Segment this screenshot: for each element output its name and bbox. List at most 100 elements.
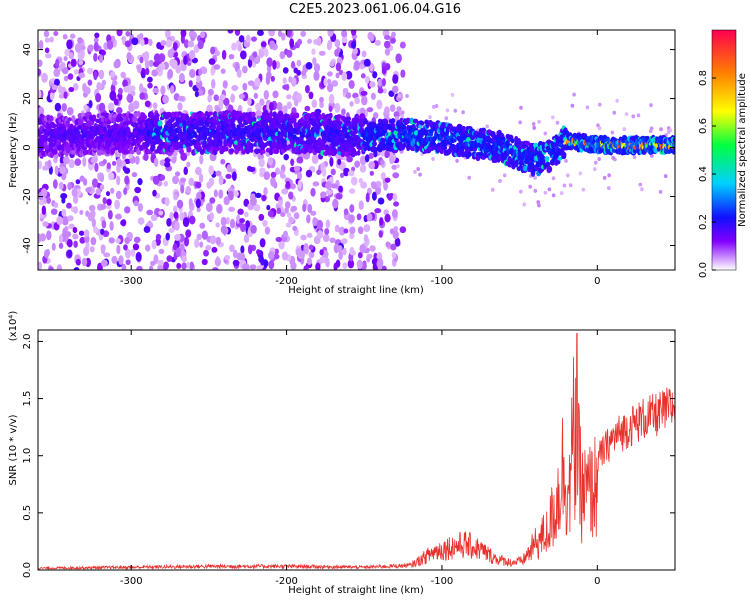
heatmap-cell (363, 224, 371, 233)
heatmap-cell (91, 114, 97, 121)
heatmap-cell (356, 213, 362, 221)
heatmap-cell (73, 69, 79, 75)
heatmap-cell (333, 262, 338, 270)
heatmap-cell (252, 51, 258, 58)
heatmap-cell (139, 56, 144, 64)
heatmap-cell (138, 135, 144, 142)
heatmap-cell (254, 192, 262, 198)
heatmap-cell (109, 90, 117, 101)
heatmap-cell (157, 259, 164, 266)
heatmap-cell (293, 165, 301, 172)
heatmap-cell (649, 103, 653, 108)
heatmap-cell (502, 173, 507, 178)
heatmap-cell (262, 219, 268, 227)
heatmap-cell (93, 53, 98, 62)
heatmap-cell (622, 127, 627, 132)
heatmap-cell (43, 249, 50, 259)
heatmap-cell (268, 260, 275, 270)
heatmap-cell (133, 236, 141, 244)
heatmap-cell (163, 261, 170, 270)
heatmap-cell (555, 120, 560, 125)
heatmap-cell (327, 39, 333, 50)
heatmap-cell (261, 194, 267, 202)
heatmap-cell (98, 69, 105, 80)
heatmap-cell (68, 159, 75, 169)
heatmap-cell (328, 105, 333, 112)
heatmap-cell (333, 148, 338, 155)
heatmap-cell (551, 147, 556, 153)
heatmap-cell (366, 144, 371, 152)
heatmap-cell (514, 159, 520, 166)
heatmap-cell (297, 179, 302, 190)
heatmap-cell (311, 48, 316, 55)
heatmap-cell (453, 108, 458, 113)
heatmap-cell (83, 104, 89, 111)
heatmap-cell (227, 190, 234, 201)
heatmap-cell (351, 166, 356, 172)
heatmap-cell (391, 164, 397, 170)
heatmap-cell (81, 257, 88, 267)
heatmap-cell (597, 156, 601, 161)
heatmap-cell (412, 118, 419, 124)
heatmap-cell (116, 158, 122, 168)
heatmap-cell (250, 36, 257, 42)
colorbar-tick-label: 0.0 (698, 262, 709, 278)
heatmap-cell (98, 102, 106, 113)
heatmap-cell (220, 68, 226, 74)
heatmap-cell (377, 87, 384, 94)
heatmap-cell (143, 226, 151, 233)
heatmap-cell (335, 192, 343, 200)
heatmap-cell (214, 142, 220, 148)
heatmap-cell (106, 120, 112, 125)
heatmap-cell (137, 202, 143, 212)
heatmap-cell (49, 91, 55, 101)
heatmap-cell (329, 156, 334, 167)
heatmap-cell (66, 39, 73, 50)
heatmap-cell (208, 165, 214, 176)
heatmap-cell (109, 187, 115, 194)
heatmap-cell (311, 99, 318, 109)
heatmap-cell (281, 251, 289, 261)
heatmap-cell (157, 120, 163, 127)
heatmap-cell (221, 49, 227, 60)
heatmap-cell (269, 110, 273, 117)
heatmap-cell (62, 67, 69, 75)
heatmap-cell (152, 61, 160, 68)
heatmap-cell (658, 189, 663, 194)
heatmap-cell (247, 97, 252, 106)
heatmap-cell (296, 59, 302, 67)
heatmap-cell (90, 157, 98, 164)
heatmap-cell (68, 223, 75, 230)
spectrogram-heatmap (38, 30, 675, 270)
heatmap-cell (179, 72, 185, 83)
heatmap-cell (129, 149, 135, 155)
heatmap-cell (197, 40, 204, 50)
heatmap-cell (201, 258, 208, 266)
heatmap-cell (107, 102, 115, 111)
heatmap-cell (41, 205, 47, 216)
heatmap-cell (131, 172, 138, 178)
heatmap-cell (533, 188, 538, 193)
heatmap-cell (611, 155, 615, 160)
heatmap-cell (379, 217, 384, 226)
heatmap-cell (77, 37, 83, 44)
heatmap-cell (268, 250, 275, 260)
heatmap-cell (111, 160, 117, 166)
heatmap-cell (531, 121, 536, 126)
heatmap-cell (99, 184, 105, 191)
heatmap-cell (286, 94, 292, 100)
heatmap-cell (64, 48, 70, 57)
heatmap-cell (374, 208, 382, 214)
heatmap-cell (206, 214, 211, 221)
heatmap-cell (114, 199, 121, 210)
heatmap-cell (277, 30, 283, 37)
heatmap-cell (176, 199, 184, 209)
heatmap-cell (64, 231, 72, 238)
heatmap-cell (169, 85, 175, 94)
colorbar-ticks: 0.00.20.40.60.8 (698, 70, 716, 278)
heatmap-cell (133, 200, 139, 207)
heatmap-cell (380, 172, 386, 180)
heatmap-cell (269, 40, 276, 48)
heatmap-cell (394, 237, 401, 247)
